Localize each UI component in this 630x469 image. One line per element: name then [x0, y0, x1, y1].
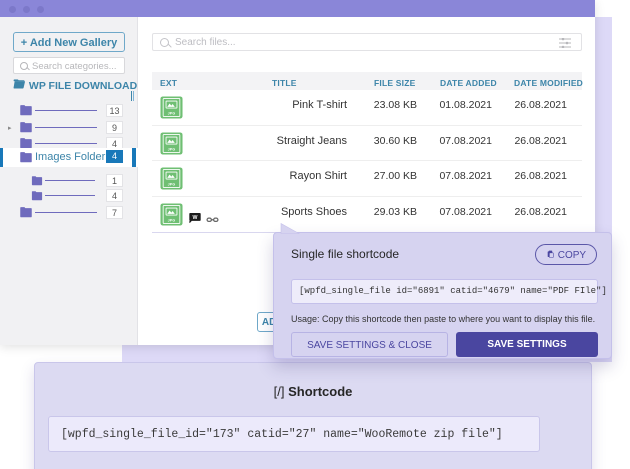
svg-text:W: W [193, 214, 198, 220]
